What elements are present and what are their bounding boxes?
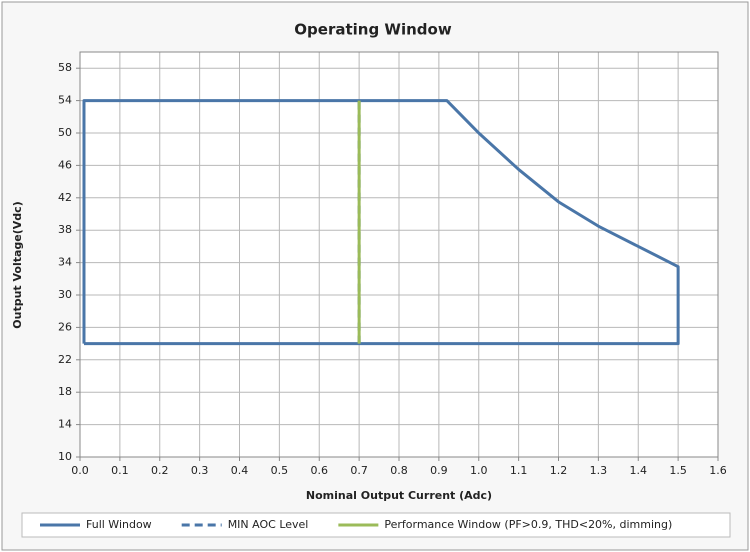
x-tick-label: 1.0 <box>470 464 488 477</box>
plot-border <box>79 51 719 458</box>
y-tick-label: 26 <box>58 320 72 333</box>
x-tick-label: 0.4 <box>231 464 249 477</box>
y-tick-label: 46 <box>58 158 72 171</box>
series-line <box>82 99 680 346</box>
y-tick-label: 22 <box>58 353 72 366</box>
y-tick-label: 30 <box>58 288 72 301</box>
x-tick-label: 0.0 <box>71 464 89 477</box>
legend-label: MIN AOC Level <box>228 518 309 531</box>
x-tick-label: 1.5 <box>669 464 687 477</box>
x-tick-label: 1.6 <box>709 464 727 477</box>
y-axis-label: Output Voltage(Vdc) <box>11 201 24 328</box>
y-tick-label: 50 <box>58 126 72 139</box>
x-tick-label: 0.6 <box>311 464 329 477</box>
x-tick-label: 0.3 <box>191 464 209 477</box>
y-tick-label: 58 <box>58 61 72 74</box>
x-tick-label: 1.1 <box>510 464 528 477</box>
x-axis-label: Nominal Output Current (Adc) <box>306 489 492 502</box>
legend-label: Full Window <box>86 518 152 531</box>
x-tick-label: 1.2 <box>550 464 568 477</box>
chart-title: Operating Window <box>294 21 452 39</box>
x-tick-label: 0.9 <box>430 464 448 477</box>
y-tick-label: 10 <box>58 450 72 463</box>
y-tick-label: 14 <box>58 418 72 431</box>
x-tick-label: 0.1 <box>111 464 129 477</box>
x-tick-label: 1.3 <box>590 464 608 477</box>
y-tick-label: 34 <box>58 256 72 269</box>
y-tick-label: 18 <box>58 385 72 398</box>
y-tick-label: 54 <box>58 94 72 107</box>
x-tick-label: 0.5 <box>271 464 289 477</box>
legend-label: Performance Window (PF>0.9, THD<20%, dim… <box>384 518 672 531</box>
y-tick-label: 42 <box>58 191 72 204</box>
x-tick-label: 1.4 <box>630 464 648 477</box>
x-tick-label: 0.8 <box>390 464 408 477</box>
x-tick-label: 0.7 <box>350 464 368 477</box>
x-tick-label: 0.2 <box>151 464 169 477</box>
y-tick-label: 38 <box>58 223 72 236</box>
